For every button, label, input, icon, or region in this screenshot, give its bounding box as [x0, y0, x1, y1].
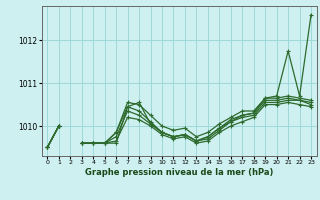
X-axis label: Graphe pression niveau de la mer (hPa): Graphe pression niveau de la mer (hPa)	[85, 168, 273, 177]
